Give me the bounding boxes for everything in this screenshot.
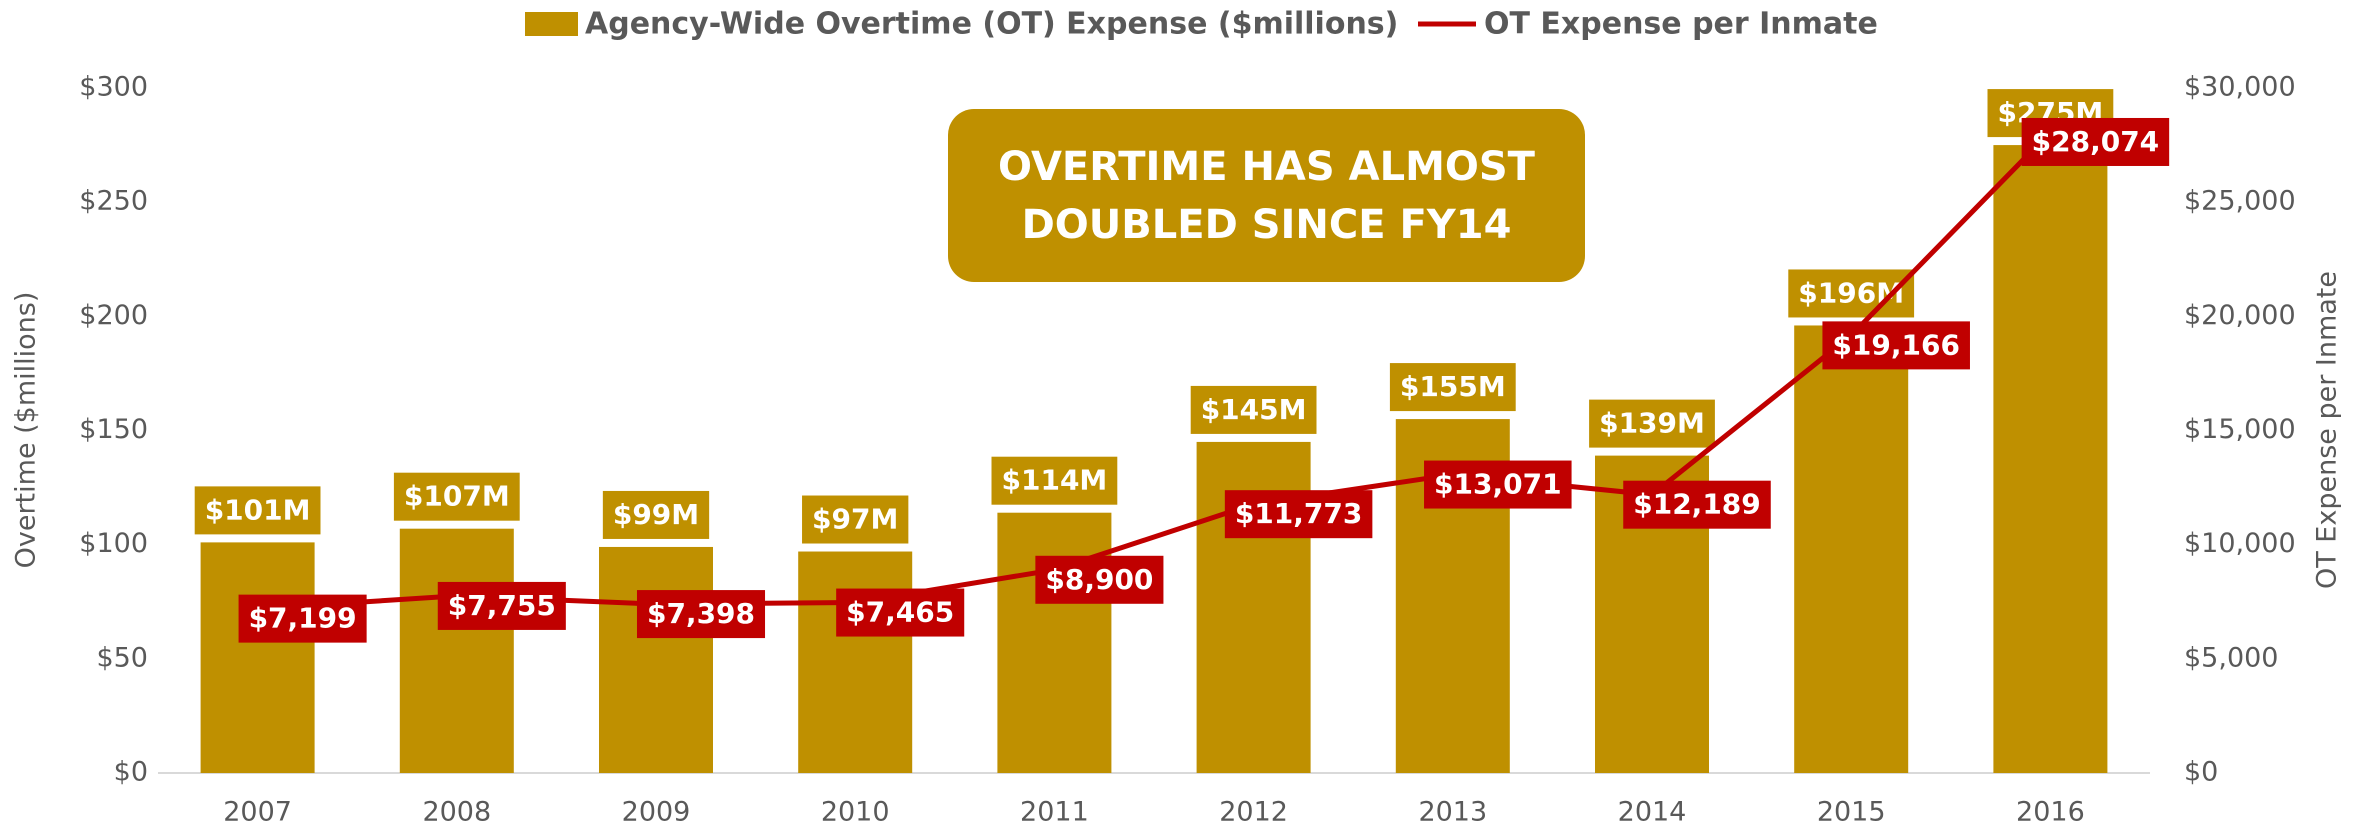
y-tick-label: $300 (79, 72, 148, 103)
legend-swatch (525, 12, 578, 36)
bar (1794, 325, 1909, 773)
y2-tick-label: $30,000 (2184, 72, 2296, 103)
bar-label-box (602, 490, 710, 539)
line-label: $7,398 (647, 597, 755, 630)
x-tick-label: 2013 (1418, 797, 1487, 826)
line-label-box (1424, 460, 1572, 509)
line-label-box (2021, 117, 2170, 166)
y2-tick-label: $5,000 (2184, 642, 2278, 673)
line-label: $19,166 (1832, 328, 1960, 361)
line-label: $8,900 (1045, 563, 1153, 596)
y2-tick-label: $15,000 (2184, 414, 2296, 445)
line-label-box (836, 588, 965, 637)
y2-tick-label: $25,000 (2184, 186, 2296, 217)
bar (599, 546, 713, 773)
bar-label: $196M (1798, 276, 1904, 309)
bar (997, 512, 1112, 773)
x-tick-label: 2012 (1219, 797, 1288, 826)
bar-label-box (1389, 363, 1516, 412)
line-label: $7,465 (846, 596, 954, 629)
bar-label-box (194, 486, 321, 535)
y-tick-label: $50 (96, 642, 148, 673)
bar (798, 551, 913, 773)
bar (1993, 145, 2108, 774)
bar (200, 542, 315, 773)
y-tick-label: $250 (79, 186, 148, 217)
y2-tick-label: $0 (2184, 757, 2218, 788)
line-label: $28,074 (2032, 125, 2160, 158)
annotation: OVERTIME HAS ALMOST DOUBLED SINCE FY14 (948, 109, 1585, 282)
y2-tick-label: $20,000 (2184, 300, 2296, 331)
x-tick-label: 2011 (1020, 797, 1089, 826)
bar-label: $99M (613, 498, 699, 531)
y-tick-label: $150 (79, 414, 148, 445)
x-tick-label: 2015 (1817, 797, 1886, 826)
line-label: $11,773 (1235, 497, 1363, 530)
line-label-box (238, 594, 367, 643)
legend-label: Agency-Wide Overtime (OT) Expense ($mill… (585, 7, 1398, 42)
line-label: $7,755 (448, 589, 556, 622)
bar-label: $97M (812, 503, 898, 536)
line-label: $7,199 (249, 602, 357, 635)
y-axis-title: Overtime ($millions) (11, 292, 42, 569)
y2-axis-title: OT Expense per Inmate (2312, 271, 2343, 589)
x-tick-label: 2007 (223, 797, 292, 826)
y2-tick-label: $10,000 (2184, 528, 2296, 559)
bar-label-box (802, 495, 909, 544)
bar-label: $155M (1400, 370, 1506, 403)
bar-label-box (1190, 385, 1317, 434)
bar-label-box (393, 472, 520, 521)
line-label-box (1035, 555, 1164, 604)
y-tick-label: $200 (79, 300, 148, 331)
line-label-box (1822, 321, 1970, 370)
x-tick-label: 2008 (422, 797, 491, 826)
line-label-box (1224, 490, 1373, 539)
x-tick-label: 2014 (1618, 797, 1687, 826)
bar-label: $107M (404, 480, 510, 513)
legend-label: OT Expense per Inmate (1484, 7, 1878, 42)
bar-label: $145M (1201, 393, 1307, 426)
line-label-box (636, 590, 766, 639)
y-tick-label: $100 (79, 528, 148, 559)
bar-label-box (1589, 399, 1715, 448)
x-tick-label: 2009 (622, 797, 691, 826)
line-label: $12,189 (1633, 488, 1761, 521)
bar-label: $114M (1002, 464, 1108, 497)
bar (399, 528, 514, 773)
x-tick-label: 2016 (2016, 797, 2085, 826)
bar-label: $139M (1599, 407, 1705, 440)
bar-label-box (991, 456, 1118, 505)
line-label: $13,071 (1434, 468, 1562, 501)
y-tick-label: $0 (114, 757, 148, 788)
line-label-box (1623, 480, 1771, 529)
x-tick-label: 2010 (821, 797, 890, 826)
line-label-box (437, 581, 566, 630)
bar-label: $101M (205, 493, 311, 526)
